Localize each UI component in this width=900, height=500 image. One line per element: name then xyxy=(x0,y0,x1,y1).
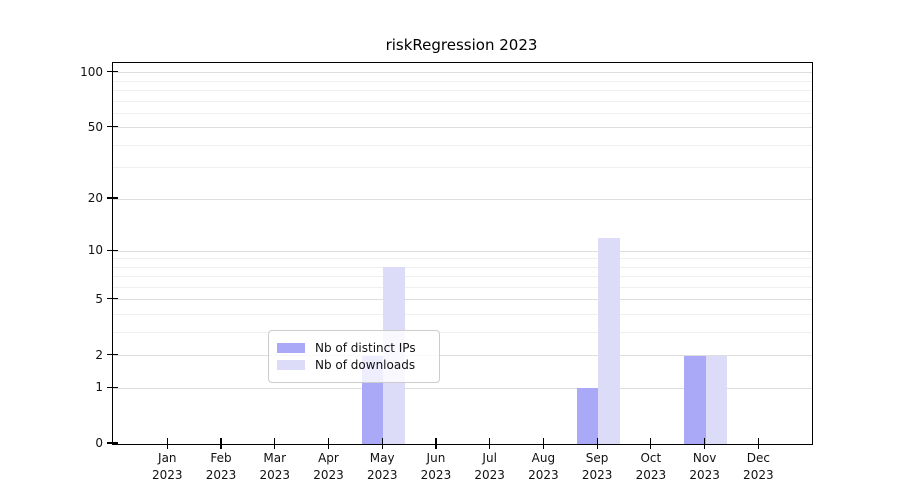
bar-downloads-sep-2023 xyxy=(598,237,620,444)
y-tick xyxy=(106,197,118,199)
y-tick-label: 5 xyxy=(95,291,103,306)
x-tick-label: May 2023 xyxy=(366,451,398,482)
gridline-minor xyxy=(113,286,812,288)
x-tick xyxy=(650,438,652,449)
x-tick-label: Sep 2023 xyxy=(581,451,613,482)
x-tick-label: Mar 2023 xyxy=(259,451,291,482)
x-tick-label: Aug 2023 xyxy=(528,451,559,482)
gridline-major xyxy=(113,127,812,129)
x-tick-label: Dec 2023 xyxy=(743,451,774,482)
y-tick xyxy=(106,126,118,128)
legend-label-downloads: Nb of downloads xyxy=(315,358,416,372)
x-tick-label: Nov 2023 xyxy=(689,451,720,482)
gridline-minor xyxy=(113,331,812,333)
gridline-minor xyxy=(113,90,812,91)
x-tick-label: Jun 2023 xyxy=(420,451,452,482)
gridline-major xyxy=(113,250,812,252)
x-tick xyxy=(542,438,544,449)
legend-swatch-distinct-ips xyxy=(277,343,305,353)
bar-downloads-nov-2023 xyxy=(705,355,728,444)
bar-distinct-ips-sep-2023 xyxy=(576,388,599,444)
y-tick-label: 2 xyxy=(95,347,103,362)
gridline-minor xyxy=(113,276,812,278)
gridline-minor xyxy=(113,112,812,114)
x-tick-label: Feb 2023 xyxy=(205,451,237,482)
gridline-minor xyxy=(113,167,812,169)
legend-item-downloads: Nb of downloads xyxy=(277,358,429,372)
y-tick-label: 1 xyxy=(95,380,103,395)
x-tick-label: Jul 2023 xyxy=(474,451,505,482)
y-tick xyxy=(106,249,118,251)
y-tick-label: 10 xyxy=(87,243,103,258)
legend-item-distinct-ips: Nb of distinct IPs xyxy=(277,341,429,355)
gridline-major xyxy=(113,198,812,200)
plot-area xyxy=(112,62,813,445)
x-tick-label: Apr 2023 xyxy=(313,451,344,482)
y-tick-label: 0 xyxy=(95,436,103,450)
x-tick-label: Oct 2023 xyxy=(635,451,667,482)
gridline-major xyxy=(113,72,812,74)
gridline-minor xyxy=(113,266,812,268)
x-tick xyxy=(435,438,437,449)
x-tick xyxy=(166,438,168,449)
y-tick xyxy=(106,298,118,300)
gridline-major xyxy=(113,299,812,301)
legend-label-distinct-ips: Nb of distinct IPs xyxy=(315,341,416,355)
x-tick-label: Jan 2023 xyxy=(152,451,183,482)
gridline-major xyxy=(113,355,812,357)
gridline-minor xyxy=(113,144,812,146)
gridline-minor xyxy=(113,100,812,102)
x-tick xyxy=(381,438,383,449)
x-tick xyxy=(327,438,330,449)
y-tick xyxy=(106,71,118,73)
y-tick xyxy=(106,386,118,388)
x-tick xyxy=(596,438,598,449)
gridline-major xyxy=(113,387,812,389)
y-tick-label: 50 xyxy=(87,119,103,134)
chart-title: riskRegression 2023 xyxy=(385,36,538,54)
y-tick-label: 20 xyxy=(87,191,103,206)
gridline-minor xyxy=(113,258,812,260)
y-tick-label: 100 xyxy=(80,64,103,79)
bar-distinct-ips-nov-2023 xyxy=(684,355,706,444)
x-tick xyxy=(274,438,276,449)
legend-swatch-downloads xyxy=(277,360,305,370)
y-tick xyxy=(106,354,118,356)
y-tick xyxy=(106,442,118,444)
gridline-minor xyxy=(113,314,812,316)
legend: Nb of distinct IPs Nb of downloads xyxy=(268,330,440,383)
x-tick xyxy=(220,438,222,449)
x-tick xyxy=(704,438,706,449)
x-tick xyxy=(757,438,759,449)
gridline-minor xyxy=(113,80,812,82)
x-tick xyxy=(489,438,491,449)
